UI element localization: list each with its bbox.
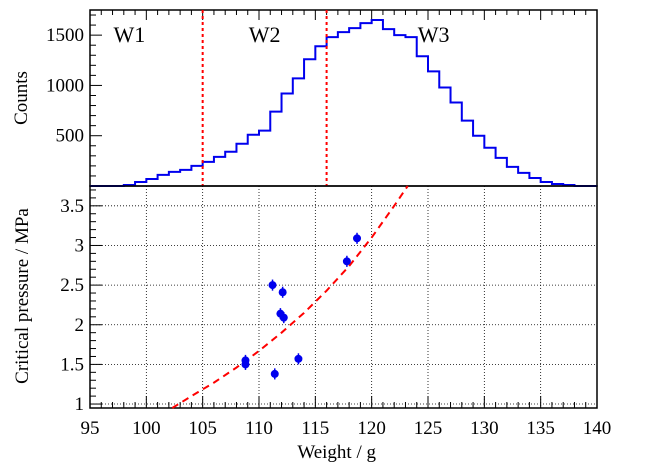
data-marker xyxy=(241,360,250,369)
x-tick-label: 100 xyxy=(132,418,161,439)
scatter-points xyxy=(241,232,362,380)
y-tick-label: 2 xyxy=(75,315,85,336)
scatter-panel: 1 1.5 2 2.5 3 3.5 95 100 105 110 115 120 125 130 135 1… xyxy=(12,185,612,463)
fit-curve xyxy=(171,185,409,409)
data-marker xyxy=(342,257,351,266)
data-point xyxy=(279,312,288,324)
x-tick-label: 130 xyxy=(470,418,499,439)
data-point xyxy=(241,358,250,370)
region-label-w3: W3 xyxy=(418,22,450,47)
region-labels: W1 W2 W3 xyxy=(114,22,450,47)
x-tick-label: 115 xyxy=(301,418,329,439)
region-dividers xyxy=(201,10,328,186)
y-tick-label: 3.5 xyxy=(60,196,84,217)
histogram-x-ticks xyxy=(89,10,598,20)
x-tick-label: 135 xyxy=(526,418,555,439)
y-tick-label: 2.5 xyxy=(60,275,84,296)
scatter-frame xyxy=(89,185,598,409)
data-marker xyxy=(294,354,303,363)
scatter-y-ticks: 1 1.5 2 2.5 3 3.5 xyxy=(60,189,102,415)
data-point xyxy=(270,368,279,380)
histogram-y-tick-label: 1000 xyxy=(46,75,84,96)
y-tick-label: 1 xyxy=(75,394,85,415)
histogram-y-tick-label: 500 xyxy=(56,126,85,147)
region-label-w2: W2 xyxy=(249,22,281,47)
data-marker xyxy=(268,281,277,290)
data-marker xyxy=(279,313,288,322)
x-tick-label: 120 xyxy=(357,418,386,439)
data-point xyxy=(278,286,287,298)
histogram-series xyxy=(90,19,597,187)
x-tick-label: 140 xyxy=(583,418,612,439)
data-point xyxy=(353,232,362,244)
x-tick-label: 95 xyxy=(81,418,100,439)
data-marker xyxy=(353,234,362,243)
data-point xyxy=(268,279,277,291)
scatter-y-axis-label: Critical pressure / MPa xyxy=(12,208,33,384)
x-tick-label: 110 xyxy=(245,418,273,439)
y-tick-label: 3 xyxy=(75,235,85,256)
x-tick-label: 125 xyxy=(414,418,443,439)
histogram-frame xyxy=(89,9,598,187)
data-point xyxy=(294,353,303,365)
x-tick-label: 105 xyxy=(188,418,217,439)
data-marker xyxy=(278,288,287,297)
histogram-panel: 500 1000 1500 W1 W2 W3 Counts xyxy=(11,9,598,187)
y-tick-label: 1.5 xyxy=(60,354,84,375)
scatter-x-ticks: 95 100 105 110 115 120 125 130 135 140 xyxy=(81,396,612,439)
histogram-y-tick-label: 1500 xyxy=(46,25,84,46)
scatter-grid xyxy=(90,186,597,408)
data-marker xyxy=(270,369,279,378)
histogram-y-ticks: 500 1000 1500 xyxy=(46,14,102,177)
data-point xyxy=(342,255,351,267)
histogram-y-axis-label: Counts xyxy=(11,71,32,125)
x-axis-label: Weight / g xyxy=(297,442,376,463)
region-label-w1: W1 xyxy=(114,22,146,47)
